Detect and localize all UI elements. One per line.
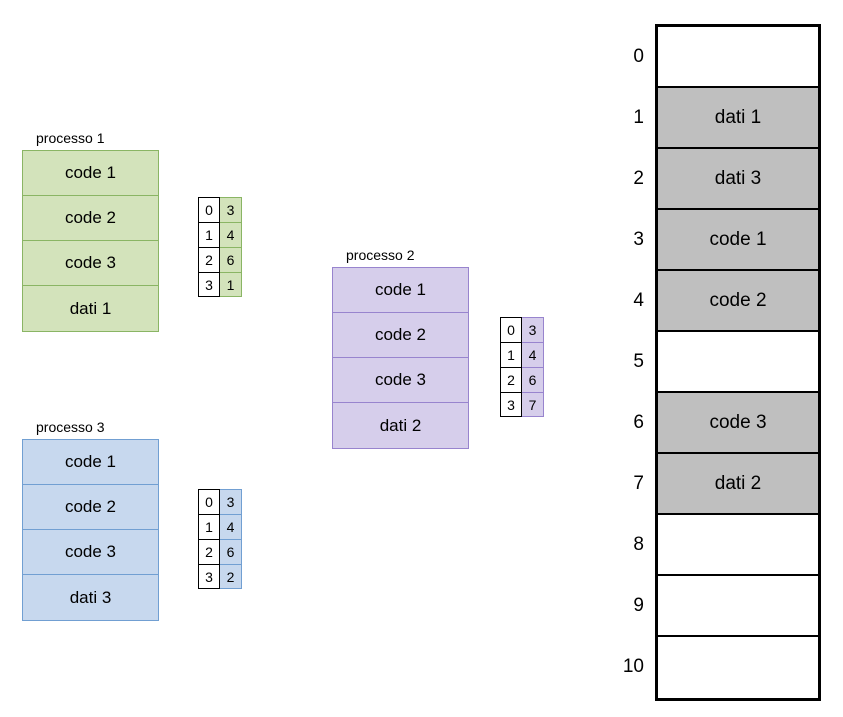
page-table-value: 2 xyxy=(220,564,242,589)
page-table-value: 3 xyxy=(220,489,242,514)
page-table-value: 6 xyxy=(220,539,242,564)
process-page: dati 3 xyxy=(23,575,158,620)
memory-frame-index: 4 xyxy=(614,290,644,312)
page-table-value: 3 xyxy=(220,197,242,222)
page-table-value: 3 xyxy=(522,317,544,342)
memory-frame: code 1 xyxy=(658,210,818,271)
page-table-value: 1 xyxy=(220,272,242,297)
process-page: code 1 xyxy=(23,151,158,196)
memory-frame-index: 0 xyxy=(614,46,644,68)
memory-frame-index: 1 xyxy=(614,107,644,129)
process-page: code 3 xyxy=(23,241,158,286)
page-table: 03142631 xyxy=(198,197,242,297)
page-table-row: 26 xyxy=(198,539,242,564)
page-table-value: 4 xyxy=(522,342,544,367)
memory-frame-index: 9 xyxy=(614,595,644,617)
memory-frame-index: 5 xyxy=(614,351,644,373)
memory-frame xyxy=(658,515,818,576)
page-table-index: 0 xyxy=(198,197,220,222)
process-block: code 1code 2code 3dati 3 xyxy=(22,439,159,621)
process-page: code 3 xyxy=(23,530,158,575)
page-table-row: 26 xyxy=(198,247,242,272)
page-table-index: 1 xyxy=(500,342,522,367)
process-page: code 2 xyxy=(333,313,468,358)
page-table-index: 1 xyxy=(198,222,220,247)
memory-frame-index: 6 xyxy=(614,412,644,434)
memory-frame: code 2 xyxy=(658,271,818,332)
page-table-row: 31 xyxy=(198,272,242,297)
page-table: 03142637 xyxy=(500,317,544,417)
memory-frame: dati 2 xyxy=(658,454,818,515)
page-table-row: 03 xyxy=(500,317,544,342)
physical-memory: dati 1dati 3code 1code 2 code 3dati 2 xyxy=(655,24,821,701)
memory-frame-index: 8 xyxy=(614,534,644,556)
process-page: dati 1 xyxy=(23,286,158,331)
page-table-index: 1 xyxy=(198,514,220,539)
process-title: processo 2 xyxy=(346,247,414,263)
process-block: code 1code 2code 3dati 2 xyxy=(332,267,469,449)
memory-frame xyxy=(658,332,818,393)
page-table-index: 3 xyxy=(198,272,220,297)
page-table-row: 14 xyxy=(198,514,242,539)
page-table-row: 03 xyxy=(198,197,242,222)
memory-frame-index: 3 xyxy=(614,229,644,251)
memory-frame: dati 3 xyxy=(658,149,818,210)
process-block: code 1code 2code 3dati 1 xyxy=(22,150,159,332)
process-title: processo 1 xyxy=(36,130,104,146)
page-table-row: 14 xyxy=(500,342,544,367)
page-table-row: 32 xyxy=(198,564,242,589)
process-page: code 2 xyxy=(23,485,158,530)
page-table-index: 0 xyxy=(500,317,522,342)
page-table-value: 4 xyxy=(220,514,242,539)
page-table-row: 26 xyxy=(500,367,544,392)
memory-frame xyxy=(658,576,818,637)
page-table-value: 4 xyxy=(220,222,242,247)
memory-frame-index: 10 xyxy=(614,656,644,678)
process-title: processo 3 xyxy=(36,419,104,435)
process-page: code 1 xyxy=(333,268,468,313)
process-page: dati 2 xyxy=(333,403,468,448)
memory-frame xyxy=(658,27,818,88)
page-table-row: 03 xyxy=(198,489,242,514)
memory-frame xyxy=(658,637,818,698)
memory-frame: code 3 xyxy=(658,393,818,454)
memory-frame-index: 2 xyxy=(614,168,644,190)
process-page: code 3 xyxy=(333,358,468,403)
page-table-index: 3 xyxy=(500,392,522,417)
memory-frame: dati 1 xyxy=(658,88,818,149)
page-table-value: 6 xyxy=(522,367,544,392)
page-table-index: 2 xyxy=(198,247,220,272)
page-table: 03142632 xyxy=(198,489,242,589)
page-table-value: 6 xyxy=(220,247,242,272)
page-table-index: 0 xyxy=(198,489,220,514)
memory-frame-index: 7 xyxy=(614,473,644,495)
page-table-index: 2 xyxy=(198,539,220,564)
page-table-value: 7 xyxy=(522,392,544,417)
page-table-index: 2 xyxy=(500,367,522,392)
page-table-row: 37 xyxy=(500,392,544,417)
page-table-row: 14 xyxy=(198,222,242,247)
process-page: code 2 xyxy=(23,196,158,241)
process-page: code 1 xyxy=(23,440,158,485)
page-table-index: 3 xyxy=(198,564,220,589)
